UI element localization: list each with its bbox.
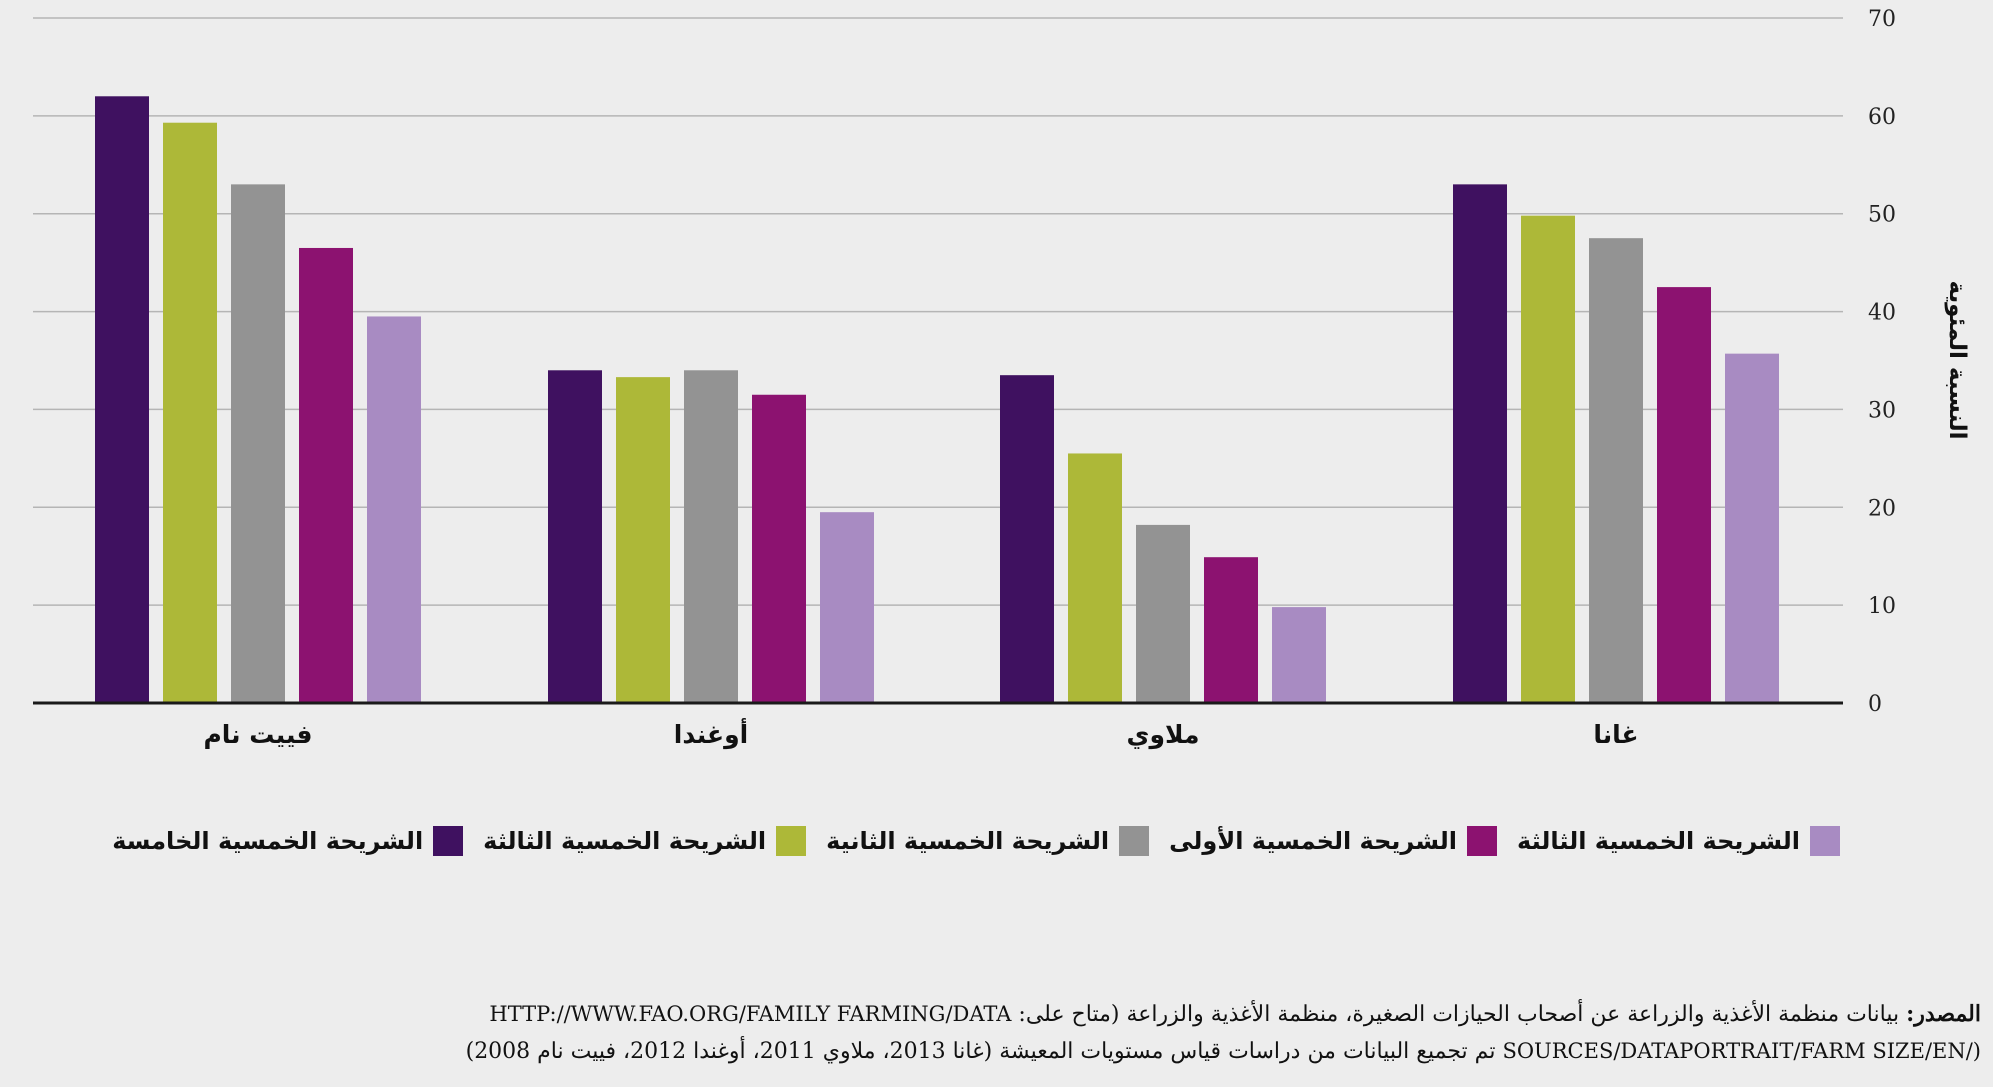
legend-item: الشريحة الخمسية الخامسة xyxy=(112,826,464,856)
legend-label: الشريحة الخمسية الثالثة xyxy=(483,827,767,855)
legend-swatch xyxy=(433,826,464,856)
bar xyxy=(548,370,602,703)
legend-label: الشريحة الخمسية الأولى xyxy=(1169,827,1458,855)
category-label: فييت نام xyxy=(203,720,312,749)
bar xyxy=(1589,238,1643,703)
bar xyxy=(1136,524,1190,703)
y-tick-label: 70 xyxy=(1868,7,1896,32)
bar xyxy=(231,184,285,703)
legend-label: الشريحة الخمسية الثالثة xyxy=(1517,827,1800,855)
legend-item: الشريحة الخمسية الثانية xyxy=(826,826,1150,856)
bar xyxy=(163,122,217,703)
legend: الشريحة الخمسية الثالثة الشريحة الخمسية ا… xyxy=(100,826,1840,856)
legend-item: الشريحة الخمسية الثالثة xyxy=(483,826,807,856)
bar xyxy=(1068,453,1122,703)
category-label: ملاوي xyxy=(1127,720,1200,750)
bars xyxy=(95,96,1779,704)
bar xyxy=(1453,184,1507,703)
category-labels: فييت نام أوغندا ملاوي غانا xyxy=(203,718,1638,750)
y-tick-label: 50 xyxy=(1868,203,1896,228)
source-note: المصدر: بيانات منظمة الأغذية والزراعة عن… xyxy=(6,996,1981,1070)
legend-item: الشريحة الخمسية الثالثة xyxy=(1517,826,1840,856)
bar xyxy=(1000,375,1054,703)
y-axis-label: النسبة المئوية xyxy=(1944,281,1970,440)
legend-label: الشريحة الخمسية الثانية xyxy=(826,827,1110,855)
category-label: أوغندا xyxy=(674,718,748,750)
y-tick-label: 30 xyxy=(1868,398,1896,423)
bar xyxy=(1272,607,1326,703)
bar xyxy=(299,247,353,703)
y-tick-label: 0 xyxy=(1868,692,1882,717)
bar xyxy=(820,512,874,703)
legend-swatch xyxy=(1810,826,1840,856)
source-line-2: SOURCES/DATAPORTRAIT/FARM SIZE/EN/) تم ت… xyxy=(6,1033,1981,1070)
bar xyxy=(1204,557,1258,703)
legend-swatch xyxy=(1119,826,1150,856)
legend-swatch xyxy=(776,826,807,856)
y-tick-label: 10 xyxy=(1868,594,1896,619)
source-url-1[interactable]: HTTP://WWW.FAO.ORG/FAMILY FARMING/DATA xyxy=(489,1002,1012,1026)
category-label: غانا xyxy=(1593,720,1638,749)
source-prefix: المصدر: xyxy=(1906,1001,1981,1027)
bar xyxy=(684,370,738,703)
y-tick-label: 60 xyxy=(1868,105,1896,130)
y-tick-label: 40 xyxy=(1868,301,1896,326)
source-text-1: بيانات منظمة الأغذية والزراعة عن أصحاب ا… xyxy=(1018,1002,1900,1027)
bar xyxy=(752,394,806,703)
bar xyxy=(1521,215,1575,703)
source-line-1: المصدر: بيانات منظمة الأغذية والزراعة عن… xyxy=(6,996,1981,1033)
legend-label: الشريحة الخمسية الخامسة xyxy=(112,827,424,855)
legend-swatch xyxy=(1467,826,1498,856)
bar xyxy=(95,96,149,704)
bar xyxy=(1657,287,1711,703)
y-axis-ticks: 0 10 20 30 40 50 60 70 xyxy=(1868,7,1896,717)
bar xyxy=(616,377,670,703)
y-tick-label: 20 xyxy=(1868,496,1896,521)
source-text-2: تم تجميع البيانات من دراسات قياس مستويات… xyxy=(465,1039,1496,1064)
bar xyxy=(367,316,421,703)
source-url-2[interactable]: SOURCES/DATAPORTRAIT/FARM SIZE/EN/) xyxy=(1502,1039,1981,1063)
legend-item: الشريحة الخمسية الأولى xyxy=(1169,826,1498,856)
bar xyxy=(1725,353,1779,703)
